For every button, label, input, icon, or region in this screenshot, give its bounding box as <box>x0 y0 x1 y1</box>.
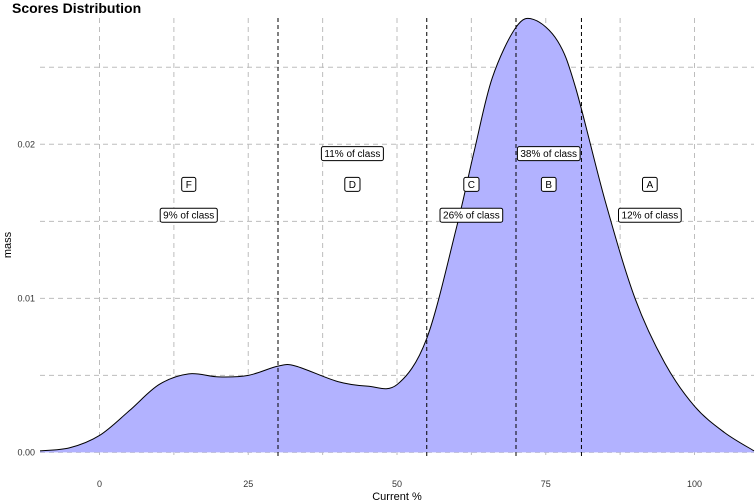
y-tick-label: 0.00 <box>17 447 35 457</box>
grade-letter-label-box <box>540 176 557 192</box>
x-axis-title: Current % <box>372 491 422 503</box>
grade-letter-label-box <box>463 176 480 192</box>
x-tick-label: 0 <box>97 479 102 489</box>
grade-letter-label-text: F <box>186 180 192 191</box>
grade-letter-label-text: D <box>349 180 356 191</box>
grade-letter-label: D <box>344 176 361 192</box>
grade-letter-label-box <box>642 176 658 192</box>
density-curve <box>39 17 755 452</box>
annotation-layer: F 9% of class D 11% of class C 26% of class B 3… <box>159 146 682 223</box>
grade-share-label: 38% of class <box>516 146 581 162</box>
grade-share-label-text: 26% of class <box>443 211 500 222</box>
grade-share-label: 12% of class <box>618 207 682 223</box>
density-fill <box>40 18 754 453</box>
grade-share-label-text: 12% of class <box>622 211 679 222</box>
grade-share-label-box <box>439 207 504 223</box>
grade-share-label-box <box>618 207 682 223</box>
x-tick-label: 50 <box>392 479 402 489</box>
grade-letter-label: A <box>642 176 658 192</box>
grade-letter-label: B <box>540 176 557 192</box>
grade-letter-label: C <box>463 176 480 192</box>
grade-cutoff-layer <box>277 18 582 457</box>
grade-letter-label-box <box>181 176 197 192</box>
grade-share-label-box <box>159 207 218 223</box>
grade-letter-label-text: B <box>545 180 552 191</box>
x-tick-label: 25 <box>243 479 253 489</box>
grade-share-label: 26% of class <box>439 207 504 223</box>
y-tick-label: 0.02 <box>17 139 35 149</box>
grade-letter-label-box <box>344 176 361 192</box>
grade-share-label-text: 38% of class <box>520 149 577 160</box>
grade-letter-label-text: A <box>647 180 654 191</box>
y-tick-label: 0.01 <box>17 293 35 303</box>
grade-share-label: 11% of class <box>320 146 384 162</box>
y-axis-title: mass <box>2 231 14 258</box>
grade-share-label: 9% of class <box>159 207 218 223</box>
grade-share-label-box <box>516 146 581 162</box>
x-tick-label: 75 <box>541 479 551 489</box>
density-area-layer <box>39 17 755 453</box>
x-tick-label: 100 <box>687 479 702 489</box>
grade-share-label-text: 9% of class <box>163 211 214 222</box>
grade-letter-label-text: C <box>468 180 475 191</box>
grade-letter-label: F <box>181 176 197 192</box>
chart-title: Scores Distribution <box>12 0 142 16</box>
axis-layer: 0 25 50 75 100 0.00 0.01 0.02 <box>17 139 702 489</box>
grade-share-label-text: 11% of class <box>324 149 380 160</box>
grade-share-label-box <box>320 146 384 162</box>
